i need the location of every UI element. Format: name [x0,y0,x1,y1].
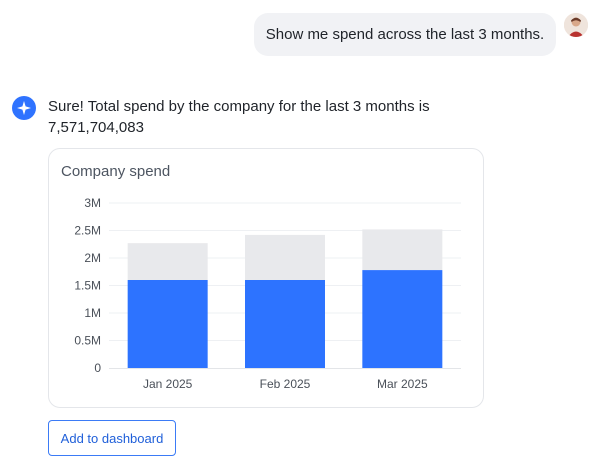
x-tick-label: Feb 2025 [260,377,311,391]
bar-spend [127,280,208,368]
avatar [564,13,588,37]
y-tick-label: 1M [84,306,101,320]
total-spend-value: 7,571,704,083 [48,119,144,136]
bar-spend [362,270,443,368]
sparkle-icon [12,96,36,120]
user-message-bubble: Show me spend across the last 3 months. [254,13,556,56]
bar-remainder [362,229,443,271]
chart-card: Company spend 0 0.5M 1M 1.5M 2M 2.5M 3M Jan 202… [48,148,484,408]
bar-spend [245,280,325,368]
assistant-message: Sure! Total spend by the company for the… [48,96,468,138]
spend-bar-chart: 0 0.5M 1M 1.5M 2M 2.5M 3M Jan 2025 Feb 2025 Mar 2… [74,196,461,391]
y-tick-label: 2M [84,251,101,265]
user-message-text: Show me spend across the last 3 months. [265,26,545,43]
x-tick-label: Jan 2025 [143,377,193,391]
x-tick-label: Mar 2025 [377,377,428,391]
y-tick-label: 0.5M [74,334,101,348]
add-to-dashboard-button[interactable]: Add to dashboard [48,420,176,456]
y-tick-label: 2.5M [74,224,101,238]
y-tick-label: 0 [94,361,101,375]
chart-title: Company spend [61,163,171,180]
bar-remainder [127,243,208,280]
assistant-message-line: Sure! Total spend by the company for the… [48,98,430,115]
bar-remainder [245,234,325,280]
y-tick-label: 1.5M [74,279,101,293]
y-tick-label: 3M [84,196,101,210]
